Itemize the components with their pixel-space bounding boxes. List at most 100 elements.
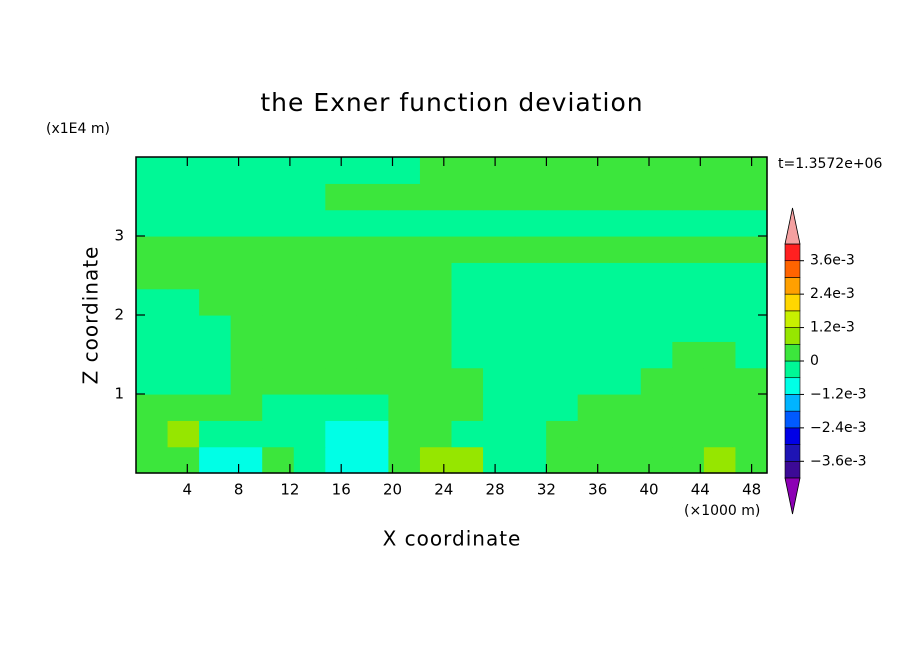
contour-cell (293, 394, 326, 421)
contour-cell (640, 209, 673, 237)
colorbar-tick-label: 1.2e-3 (810, 320, 855, 336)
contour-cell (577, 446, 610, 474)
contour-cell (325, 209, 358, 237)
contour-cell (136, 288, 169, 316)
contour-cell (483, 315, 516, 342)
contour-cell (356, 236, 389, 263)
contour-cell (514, 157, 547, 184)
contour-cell (609, 315, 642, 342)
contour-cell (199, 315, 232, 342)
contour-cell (293, 446, 326, 474)
colorbar-tick-label: 2.4e-3 (810, 286, 855, 302)
contour-cell (546, 367, 579, 395)
colorbar-tick-label: −3.6e-3 (810, 453, 867, 469)
contour-cell (640, 367, 673, 395)
colorbar-band (784, 243, 801, 262)
contour-cell (293, 236, 326, 263)
contour-cell (136, 367, 169, 395)
contour-cell (199, 262, 232, 290)
colorbar-band (784, 277, 801, 295)
contour-cell (703, 420, 737, 448)
contour-cell (703, 341, 737, 369)
contour-cell (609, 341, 642, 369)
contour-cell (483, 367, 516, 395)
contour-cell (199, 157, 232, 184)
contour-cell (609, 367, 642, 395)
contour-cell (230, 209, 263, 237)
colorbar-tick-label: 3.6e-3 (810, 253, 855, 269)
contour-cell (388, 236, 421, 263)
contour-cell (136, 183, 169, 211)
x-tick-label: 4 (183, 481, 193, 499)
contour-cell (230, 157, 263, 184)
contour-cell (419, 288, 453, 316)
contour-cell (546, 420, 579, 448)
contour-cell (325, 394, 358, 421)
colorbar-band (784, 377, 801, 395)
contour-cell (167, 315, 200, 342)
contour-cell (136, 446, 169, 474)
contour-cell (546, 262, 579, 290)
colorbar-band (784, 310, 801, 328)
contour-cell (703, 315, 737, 342)
contour-cell (672, 262, 705, 290)
contour-cell (356, 341, 389, 369)
colorbar-band (784, 427, 801, 445)
contour-cell (451, 288, 484, 316)
contour-cell (167, 420, 200, 448)
contour-cell (199, 183, 232, 211)
contour-cell (167, 341, 200, 369)
contour-cell (419, 315, 453, 342)
chart-title: the Exner function deviation (260, 88, 643, 117)
contour-cell (388, 315, 421, 342)
colorbar-under (784, 477, 801, 515)
contour-cell (167, 288, 200, 316)
contour-cell (230, 288, 263, 316)
contour-cell (388, 341, 421, 369)
contour-cell (546, 341, 579, 369)
contour-cell (483, 394, 516, 421)
contour-cell (388, 183, 421, 211)
contour-cell (672, 446, 705, 474)
contour-cell (609, 288, 642, 316)
contour-cell (451, 183, 484, 211)
contour-cell (230, 315, 263, 342)
contour-cell (199, 420, 232, 448)
contour-cell (735, 394, 768, 421)
contour-cell (419, 367, 453, 395)
contour-cell (546, 394, 579, 421)
contour-cell (546, 315, 579, 342)
contour-cell (419, 262, 453, 290)
contour-cell (451, 236, 484, 263)
contour-cell (199, 288, 232, 316)
contour-cell (640, 262, 673, 290)
contour-cell (451, 341, 484, 369)
contour-cell (325, 341, 358, 369)
contour-cell (293, 157, 326, 184)
contour-cell (577, 420, 610, 448)
contour-cell (609, 209, 642, 237)
colorbar-band (784, 260, 801, 278)
contour-cell (388, 367, 421, 395)
contour-cell (514, 420, 547, 448)
contour-cell (514, 209, 547, 237)
contour-cell (735, 367, 768, 395)
time-label: t=1.3572e+06 (778, 156, 882, 172)
contour-cell (262, 394, 295, 421)
contour-cell (546, 209, 579, 237)
contour-field (136, 157, 768, 474)
contour-cell (609, 157, 642, 184)
contour-cell (609, 446, 642, 474)
contour-cell (262, 446, 295, 474)
contour-cell (199, 367, 232, 395)
contour-cell (514, 288, 547, 316)
contour-cell (199, 236, 232, 263)
contour-cell (325, 420, 358, 448)
colorbar-band (784, 444, 801, 462)
contour-cell (356, 262, 389, 290)
contour-cell (672, 209, 705, 237)
contour-cell (230, 183, 263, 211)
contour-cell (640, 157, 673, 184)
contour-cell (703, 262, 737, 290)
